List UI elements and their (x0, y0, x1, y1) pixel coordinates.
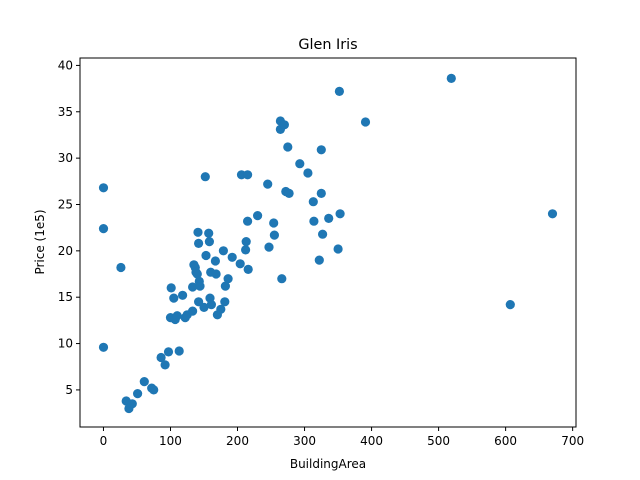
x-tick-label: 100 (159, 434, 182, 448)
data-point (166, 283, 176, 293)
data-point (160, 360, 170, 370)
data-point (269, 230, 279, 240)
data-point (263, 179, 273, 189)
data-point (314, 255, 324, 265)
data-point (199, 302, 209, 312)
data-point (116, 262, 126, 273)
y-tick-label: 25 (58, 197, 73, 211)
data-point (334, 86, 344, 96)
data-point (333, 244, 343, 254)
data-point (284, 188, 294, 198)
data-point (220, 297, 230, 307)
data-point (188, 282, 198, 292)
x-tick-label: 500 (427, 434, 450, 448)
data-point (505, 300, 515, 310)
data-point (309, 216, 319, 226)
data-point (127, 399, 137, 409)
x-tick-label: 200 (226, 434, 249, 448)
data-point (210, 256, 220, 266)
y-tick-label: 20 (58, 244, 73, 258)
data-point (295, 159, 305, 169)
data-point (235, 259, 245, 269)
data-point (174, 346, 184, 356)
data-point (133, 389, 143, 399)
data-point (227, 252, 237, 262)
y-tick-label: 30 (58, 151, 73, 165)
data-point (188, 306, 198, 316)
y-axis-ticks: 5 10 15 20 25 30 35 40 (58, 58, 80, 397)
data-point (156, 352, 166, 363)
data-point (283, 142, 293, 152)
data-point (324, 213, 334, 223)
data-point (201, 250, 211, 261)
x-axis-label: BuildingArea (290, 457, 366, 471)
data-point (194, 238, 204, 248)
x-tick-label: 600 (494, 434, 517, 448)
y-axis-label: Price (1e5) (33, 209, 47, 274)
data-point (178, 290, 188, 300)
data-point (243, 216, 253, 226)
data-point (200, 172, 210, 182)
data-point (308, 197, 318, 207)
data-point (149, 385, 159, 395)
data-point (446, 73, 456, 83)
data-point (172, 311, 182, 321)
data-point (98, 342, 109, 352)
data-point (243, 170, 253, 180)
data-point (211, 269, 221, 279)
data-point (277, 274, 287, 284)
y-tick-label: 35 (58, 105, 73, 119)
data-point (243, 264, 253, 274)
data-point (241, 245, 251, 255)
data-point (279, 120, 289, 130)
data-point (253, 211, 263, 221)
data-point (98, 224, 109, 234)
data-point (163, 347, 174, 357)
x-tick-label: 300 (293, 434, 316, 448)
data-point (98, 183, 109, 193)
data-point (360, 117, 371, 127)
y-tick-label: 15 (58, 290, 73, 304)
data-point (223, 274, 233, 284)
data-point (206, 300, 216, 310)
data-point (220, 281, 230, 291)
data-point (316, 145, 326, 155)
data-point (218, 246, 228, 256)
y-tick-label: 40 (58, 58, 73, 72)
x-tick-label: 0 (100, 434, 108, 448)
data-point (335, 209, 345, 219)
data-point (318, 229, 328, 239)
data-point (139, 377, 149, 387)
data-point (303, 168, 313, 178)
data-point (241, 237, 251, 247)
y-tick-label: 5 (65, 383, 73, 397)
data-point (269, 218, 279, 228)
data-point (193, 227, 203, 237)
data-points (98, 73, 558, 414)
data-point (264, 242, 274, 252)
chart-title: Glen Iris (298, 37, 357, 53)
data-point (547, 209, 558, 219)
data-point (204, 228, 214, 238)
data-point (316, 188, 326, 198)
plot-frame (79, 57, 577, 428)
x-axis-ticks: 0 100 200 300 400 500 600 700 (100, 427, 584, 448)
data-point (169, 293, 179, 303)
data-point (192, 269, 202, 279)
x-tick-label: 400 (360, 434, 383, 448)
data-point (216, 304, 226, 314)
y-tick-label: 10 (58, 337, 73, 351)
x-tick-label: 700 (561, 434, 584, 448)
data-point (195, 281, 205, 291)
data-point (204, 237, 214, 247)
